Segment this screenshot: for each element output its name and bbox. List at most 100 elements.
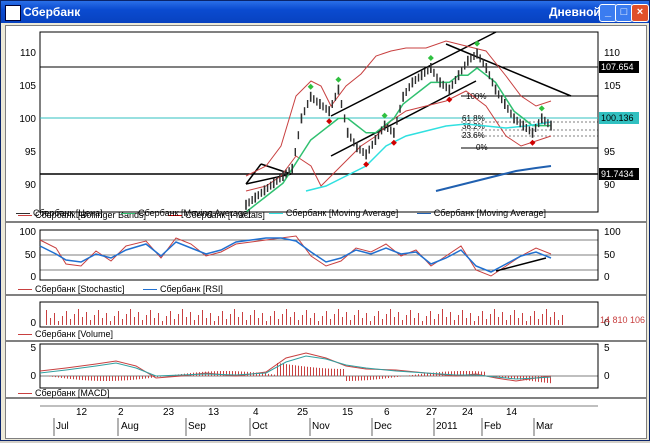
macd-bar bbox=[85, 376, 86, 380]
volume-bar bbox=[422, 321, 423, 325]
volume-bar bbox=[226, 319, 227, 325]
volume-bar bbox=[318, 321, 319, 325]
macd-bar bbox=[73, 376, 74, 379]
macd-bar bbox=[289, 365, 290, 376]
macd-bar bbox=[82, 376, 83, 380]
macd-bar bbox=[385, 376, 386, 378]
volume-bar bbox=[82, 317, 83, 325]
title-bar[interactable]: Сбербанк Дневной _ □ × bbox=[1, 1, 649, 23]
macd-bar bbox=[292, 365, 293, 376]
macd-bar bbox=[112, 376, 113, 381]
macd-bar bbox=[343, 369, 344, 376]
close-button[interactable]: × bbox=[631, 4, 649, 22]
volume-bar bbox=[442, 309, 443, 325]
chart-area[interactable]: 110 105 100 95 90 110 105 100 95 90 bbox=[5, 25, 647, 439]
volume-bar bbox=[198, 315, 199, 325]
macd-bar bbox=[319, 368, 320, 376]
volume-bar bbox=[130, 309, 131, 325]
volume-bar bbox=[162, 321, 163, 325]
volume-bar bbox=[138, 312, 139, 325]
macd-tick: 5 bbox=[30, 343, 36, 354]
volume-bar bbox=[166, 316, 167, 325]
macd-bar bbox=[298, 366, 299, 376]
macd-bar bbox=[364, 376, 365, 380]
osc-tick: 50 bbox=[25, 250, 37, 261]
x-day-label: 12 bbox=[76, 407, 88, 418]
volume-bar bbox=[310, 318, 311, 325]
macd-bar bbox=[148, 376, 149, 378]
osc-tick: 100 bbox=[19, 227, 36, 238]
macd-bar bbox=[295, 365, 296, 376]
volume-bar bbox=[286, 309, 287, 325]
legend-item[interactable]: Сбербанк [Цена] bbox=[16, 208, 103, 218]
volume-bar bbox=[262, 313, 263, 325]
macd-legend: Сбербанк [MACD] bbox=[18, 388, 109, 398]
volume-bar bbox=[218, 316, 219, 325]
volume-bar bbox=[398, 312, 399, 325]
macd-bar bbox=[400, 376, 401, 377]
legend-item[interactable]: Сбербанк [Volume] bbox=[18, 329, 113, 339]
volume-bar bbox=[150, 310, 151, 325]
legend-item[interactable]: Сбербанк [RSI] bbox=[143, 284, 223, 294]
chart-canvas[interactable]: 110 105 100 95 90 110 105 100 95 90 bbox=[6, 26, 646, 438]
volume-bar bbox=[250, 315, 251, 325]
volume-bar bbox=[246, 320, 247, 325]
volume-bar bbox=[446, 317, 447, 325]
macd-bar bbox=[397, 376, 398, 377]
volume-bar bbox=[242, 312, 243, 325]
volume-bar bbox=[542, 314, 543, 325]
volume-bar bbox=[558, 320, 559, 325]
macd-bar bbox=[217, 371, 218, 376]
y-tick: 90 bbox=[604, 180, 616, 191]
macd-bar bbox=[328, 369, 329, 376]
y-tick: 110 bbox=[20, 48, 36, 59]
macd-bar bbox=[358, 376, 359, 381]
volume-bar bbox=[222, 311, 223, 325]
volume-bar bbox=[538, 319, 539, 325]
legend-item[interactable]: Сбербанк [Moving Average] bbox=[121, 208, 250, 218]
volume-bar bbox=[266, 321, 267, 325]
macd-bar bbox=[421, 374, 422, 376]
price-y-axis-left: 110 105 100 95 90 bbox=[19, 48, 36, 191]
volume-bar bbox=[190, 312, 191, 325]
macd-bar bbox=[412, 375, 413, 376]
volume-bar bbox=[270, 316, 271, 325]
volume-bar bbox=[402, 320, 403, 325]
volume-bar bbox=[86, 312, 87, 325]
macd-bar bbox=[382, 376, 383, 379]
volume-bar bbox=[530, 316, 531, 325]
volume-bar bbox=[522, 313, 523, 325]
x-day-label: 24 bbox=[462, 407, 474, 418]
volume-bar bbox=[62, 316, 63, 325]
macd-bar bbox=[301, 366, 302, 376]
legend-item[interactable]: Сбербанк [Moving Average] bbox=[417, 208, 546, 218]
legend-item[interactable]: Сбербанк [Moving Average] bbox=[269, 208, 398, 218]
volume-bar bbox=[206, 318, 207, 325]
macd-plot-area[interactable] bbox=[40, 344, 598, 388]
volume-bar bbox=[454, 320, 455, 325]
volume-bar bbox=[382, 319, 383, 325]
macd-bar bbox=[376, 376, 377, 379]
macd-bar bbox=[130, 376, 131, 380]
macd-tick: 0 bbox=[30, 371, 36, 382]
y-tick: 105 bbox=[604, 81, 621, 92]
volume-bar bbox=[478, 316, 479, 325]
period-label[interactable]: Дневной bbox=[549, 5, 601, 19]
macd-bar bbox=[142, 376, 143, 379]
volume-bar bbox=[370, 321, 371, 325]
macd-bar bbox=[109, 376, 110, 381]
legend-item[interactable]: Сбербанк [Stochastic] bbox=[18, 284, 124, 294]
macd-bar bbox=[367, 376, 368, 380]
x-month-label: Jul bbox=[56, 421, 69, 432]
x-month-label: Dec bbox=[374, 421, 392, 432]
macd-bar bbox=[271, 374, 272, 376]
volume-bar bbox=[282, 314, 283, 325]
macd-bar bbox=[64, 376, 65, 378]
volume-bar bbox=[482, 311, 483, 325]
legend-item[interactable]: Сбербанк [MACD] bbox=[18, 388, 109, 398]
price-tag-current-text: 100.136 bbox=[601, 113, 634, 123]
macd-bar bbox=[268, 374, 269, 376]
price-tag-lower-text: 91.7434 bbox=[601, 169, 634, 179]
y-tick: 105 bbox=[19, 81, 36, 92]
macd-bar bbox=[313, 367, 314, 376]
